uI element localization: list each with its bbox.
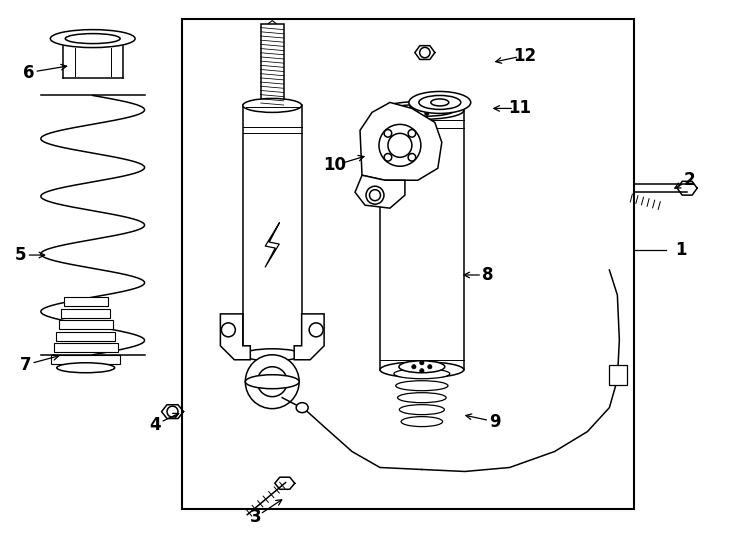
Bar bbox=[261, 24, 284, 105]
Ellipse shape bbox=[297, 403, 308, 413]
Ellipse shape bbox=[57, 363, 115, 373]
Polygon shape bbox=[294, 314, 324, 360]
Bar bbox=[243, 105, 302, 355]
Text: 5: 5 bbox=[15, 246, 26, 264]
Ellipse shape bbox=[396, 381, 448, 390]
Text: 10: 10 bbox=[324, 156, 346, 174]
Circle shape bbox=[410, 104, 414, 109]
Bar bbox=[183, 19, 634, 509]
Bar bbox=[57, 332, 115, 341]
Ellipse shape bbox=[398, 393, 446, 403]
Circle shape bbox=[366, 186, 384, 204]
Text: 9: 9 bbox=[489, 413, 501, 430]
Ellipse shape bbox=[401, 417, 443, 427]
Text: 12: 12 bbox=[513, 46, 536, 65]
Bar bbox=[61, 309, 110, 318]
Text: 1: 1 bbox=[675, 241, 687, 259]
Circle shape bbox=[415, 111, 419, 116]
Bar bbox=[51, 355, 120, 364]
Ellipse shape bbox=[380, 102, 464, 119]
Ellipse shape bbox=[51, 30, 135, 48]
Ellipse shape bbox=[409, 91, 470, 113]
Circle shape bbox=[425, 111, 429, 116]
Ellipse shape bbox=[399, 404, 444, 415]
Text: 7: 7 bbox=[20, 356, 32, 374]
Text: 8: 8 bbox=[482, 266, 493, 284]
Circle shape bbox=[420, 361, 424, 365]
Text: 2: 2 bbox=[683, 171, 695, 189]
Polygon shape bbox=[220, 314, 250, 360]
Bar bbox=[380, 110, 464, 370]
Text: 6: 6 bbox=[23, 64, 34, 82]
Bar bbox=[64, 298, 108, 306]
Bar bbox=[609, 364, 628, 384]
Circle shape bbox=[412, 364, 416, 369]
Ellipse shape bbox=[245, 375, 299, 389]
Text: 4: 4 bbox=[150, 416, 161, 434]
Circle shape bbox=[420, 368, 424, 373]
Polygon shape bbox=[360, 103, 442, 180]
Bar bbox=[54, 343, 117, 352]
Bar bbox=[59, 320, 112, 329]
Text: 3: 3 bbox=[250, 508, 261, 526]
Circle shape bbox=[379, 124, 421, 166]
Ellipse shape bbox=[394, 369, 450, 379]
Circle shape bbox=[309, 323, 323, 337]
Text: 11: 11 bbox=[508, 99, 531, 117]
Ellipse shape bbox=[431, 99, 448, 106]
Circle shape bbox=[222, 323, 236, 337]
Ellipse shape bbox=[243, 98, 302, 112]
Circle shape bbox=[420, 107, 424, 112]
Ellipse shape bbox=[399, 361, 445, 373]
Circle shape bbox=[429, 104, 434, 109]
Circle shape bbox=[428, 364, 432, 369]
Ellipse shape bbox=[380, 362, 464, 377]
Polygon shape bbox=[355, 176, 405, 208]
Ellipse shape bbox=[243, 349, 302, 361]
Circle shape bbox=[245, 355, 299, 409]
